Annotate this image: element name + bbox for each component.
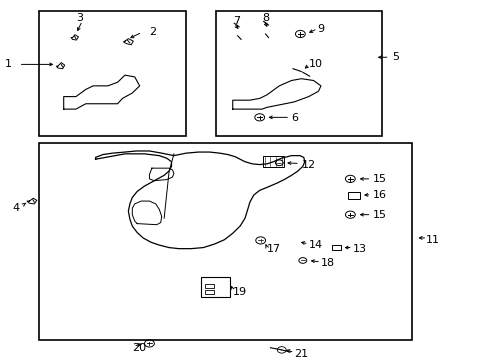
Text: 15: 15 [372,174,387,184]
Text: 21: 21 [294,349,308,359]
Text: 3: 3 [76,13,83,23]
Bar [205,290,214,294]
Bar [39,143,412,340]
Text: 18: 18 [321,258,335,268]
Text: 15: 15 [372,210,387,220]
Text: 9: 9 [318,24,325,33]
Text: 6: 6 [292,113,298,123]
Bar [205,284,214,288]
Text: 17: 17 [267,244,281,254]
Text: 7: 7 [233,17,240,27]
Bar [201,277,230,297]
Text: 10: 10 [309,59,323,69]
Text: 20: 20 [132,343,147,353]
Text: 16: 16 [372,190,387,200]
Text: 1: 1 [5,59,12,69]
Bar [348,192,360,199]
Bar [216,11,382,136]
Text: 8: 8 [262,13,270,23]
Text: 19: 19 [233,287,247,297]
Text: 12: 12 [301,159,316,170]
Text: 11: 11 [426,235,441,245]
Text: 4: 4 [12,203,20,212]
Bar [263,156,284,167]
Text: 14: 14 [309,240,323,250]
Bar [332,246,341,250]
Text: 2: 2 [149,27,157,37]
Bar [39,11,186,136]
Text: 13: 13 [353,244,367,254]
Text: 5: 5 [392,52,399,62]
